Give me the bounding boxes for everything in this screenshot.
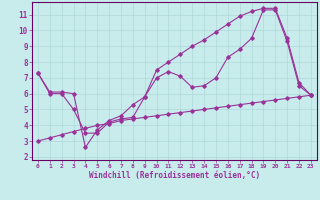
X-axis label: Windchill (Refroidissement éolien,°C): Windchill (Refroidissement éolien,°C) <box>89 171 260 180</box>
